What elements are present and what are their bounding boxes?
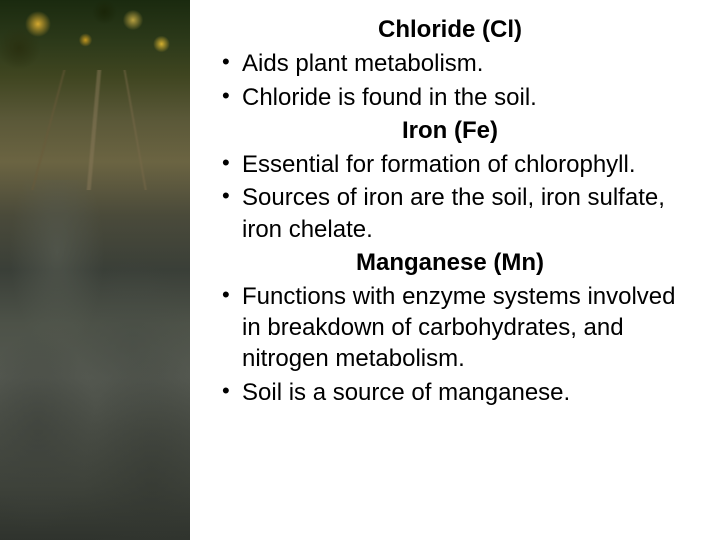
section-iron: Iron (Fe) Essential for formation of chl…	[204, 115, 696, 245]
section-chloride: Chloride (Cl) Aids plant metabolism. Chl…	[204, 14, 696, 113]
bullet-list-manganese: Functions with enzyme systems involved i…	[204, 281, 696, 408]
list-item: Chloride is found in the soil.	[222, 82, 696, 113]
list-item: Aids plant metabolism.	[222, 48, 696, 79]
list-item: Sources of iron are the soil, iron sulfa…	[222, 182, 696, 244]
soil-vegetation-layer	[0, 0, 190, 80]
list-item: Essential for formation of chlorophyll.	[222, 149, 696, 180]
heading-chloride: Chloride (Cl)	[204, 14, 696, 46]
bullet-list-chloride: Aids plant metabolism. Chloride is found…	[204, 48, 696, 112]
soil-profile-image	[0, 0, 190, 540]
list-item: Functions with enzyme systems involved i…	[222, 281, 696, 375]
heading-iron: Iron (Fe)	[204, 115, 696, 147]
bullet-list-iron: Essential for formation of chlorophyll. …	[204, 149, 696, 245]
soil-texture	[0, 180, 190, 540]
heading-manganese: Manganese (Mn)	[204, 247, 696, 279]
soil-roots-layer	[0, 70, 190, 190]
content-area: Chloride (Cl) Aids plant metabolism. Chl…	[190, 0, 720, 540]
section-manganese: Manganese (Mn) Functions with enzyme sys…	[204, 247, 696, 408]
list-item: Soil is a source of manganese.	[222, 377, 696, 408]
